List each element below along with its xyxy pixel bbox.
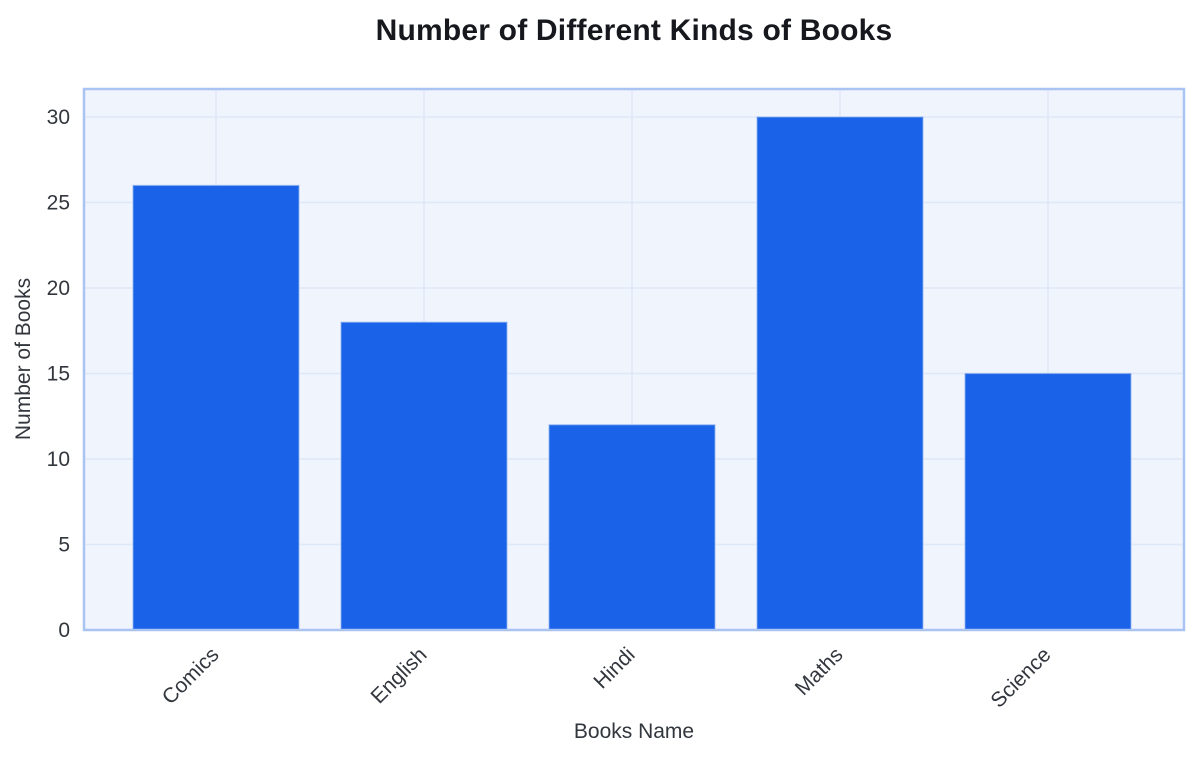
x-tick-label: English [367,643,432,708]
bar-science [964,372,1132,631]
x-tick-label: Hindi [589,643,639,693]
x-tick-label: Comics [158,643,224,709]
chart-title: Number of Different Kinds of Books [375,14,893,47]
bar-english [340,321,508,631]
y-tick-label: 20 [47,277,70,300]
y-tick-label: 5 [58,534,70,557]
x-tick-label: Science [986,643,1055,712]
y-tick-label: 25 [47,192,70,215]
plot-border [82,87,1186,632]
y-tick-label: 15 [47,363,70,386]
bar-hindi [548,424,716,631]
bar-maths [756,116,924,631]
bar-comics [132,184,300,631]
x-tick-label: Maths [791,643,848,700]
y-tick-label: 30 [47,106,70,129]
y-tick-label: 0 [58,619,70,642]
x-axis-label: Books Name [573,720,695,743]
y-tick-label: 10 [47,448,70,471]
